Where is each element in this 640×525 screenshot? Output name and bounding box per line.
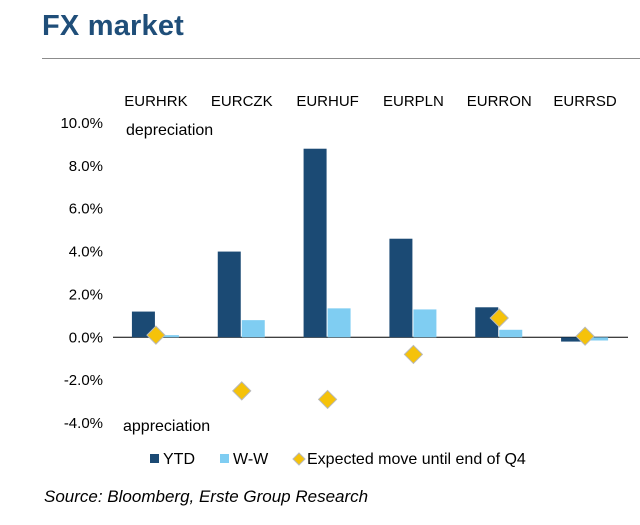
category-label: EURHRK [124, 93, 187, 110]
y-tick-label: 4.0% [69, 244, 103, 261]
depreciation-annotation: depreciation [126, 122, 213, 139]
category-label: EURCZK [211, 93, 273, 110]
bar-ytd-eurpln [389, 238, 413, 338]
bar-w-w-eurrsd [585, 337, 609, 341]
page-title: FX market [42, 10, 185, 42]
fx-chart: -4.0% -2.0% 0.0% 2.0% 4.0% 6.0% 8.0% 10.0% EURHR… [60, 93, 628, 468]
bar-w-w-eurhrk [155, 335, 179, 338]
expected-move-marker-eurhuf [317, 389, 338, 410]
legend-swatch-w-w [220, 454, 229, 463]
bar-ytd-eurhrk [131, 311, 155, 338]
legend-label: YTD [163, 451, 195, 468]
title-divider [42, 58, 640, 59]
category-label: EURRSD [553, 93, 617, 110]
category-label: EURRON [467, 93, 532, 110]
appreciation-annotation: appreciation [123, 418, 210, 435]
expected-move-marker-eurczk [232, 381, 252, 401]
y-tick-label: 6.0% [69, 201, 103, 218]
legend-swatch-expected-move [292, 452, 306, 466]
category-label: EURHUF [296, 93, 359, 110]
y-tick-label: 2.0% [69, 286, 103, 303]
legend-swatch-ytd [150, 454, 159, 463]
expected-move-marker-eurrsd [575, 326, 595, 346]
bar-ytd-eurron [475, 307, 499, 338]
source-note: Source: Bloomberg, Erste Group Research [44, 487, 369, 506]
category-label: EURPLN [383, 93, 444, 110]
y-tick-label: -2.0% [64, 372, 103, 389]
y-tick-label: -4.0% [64, 415, 103, 432]
legend-label: W-W [233, 451, 269, 468]
y-tick-label: 8.0% [69, 158, 103, 175]
y-tick-label: 10.0% [60, 115, 103, 132]
y-tick-label: 0.0% [69, 329, 103, 346]
bar-w-w-eurron [499, 329, 523, 338]
bar-w-w-eurhuf [327, 308, 351, 338]
expected-move-marker-eurhrk [146, 325, 166, 345]
bar-ytd-eurhuf [303, 148, 327, 338]
bar-ytd-eurczk [217, 251, 241, 338]
bar-w-w-eurpln [413, 309, 437, 338]
legend-label: Expected move until end of Q4 [307, 451, 526, 468]
expected-move-marker-eurpln [403, 344, 424, 365]
bar-ytd-eurrsd [561, 337, 585, 342]
bar-w-w-eurczk [241, 320, 265, 338]
expected-move-marker-eurron [489, 308, 509, 328]
